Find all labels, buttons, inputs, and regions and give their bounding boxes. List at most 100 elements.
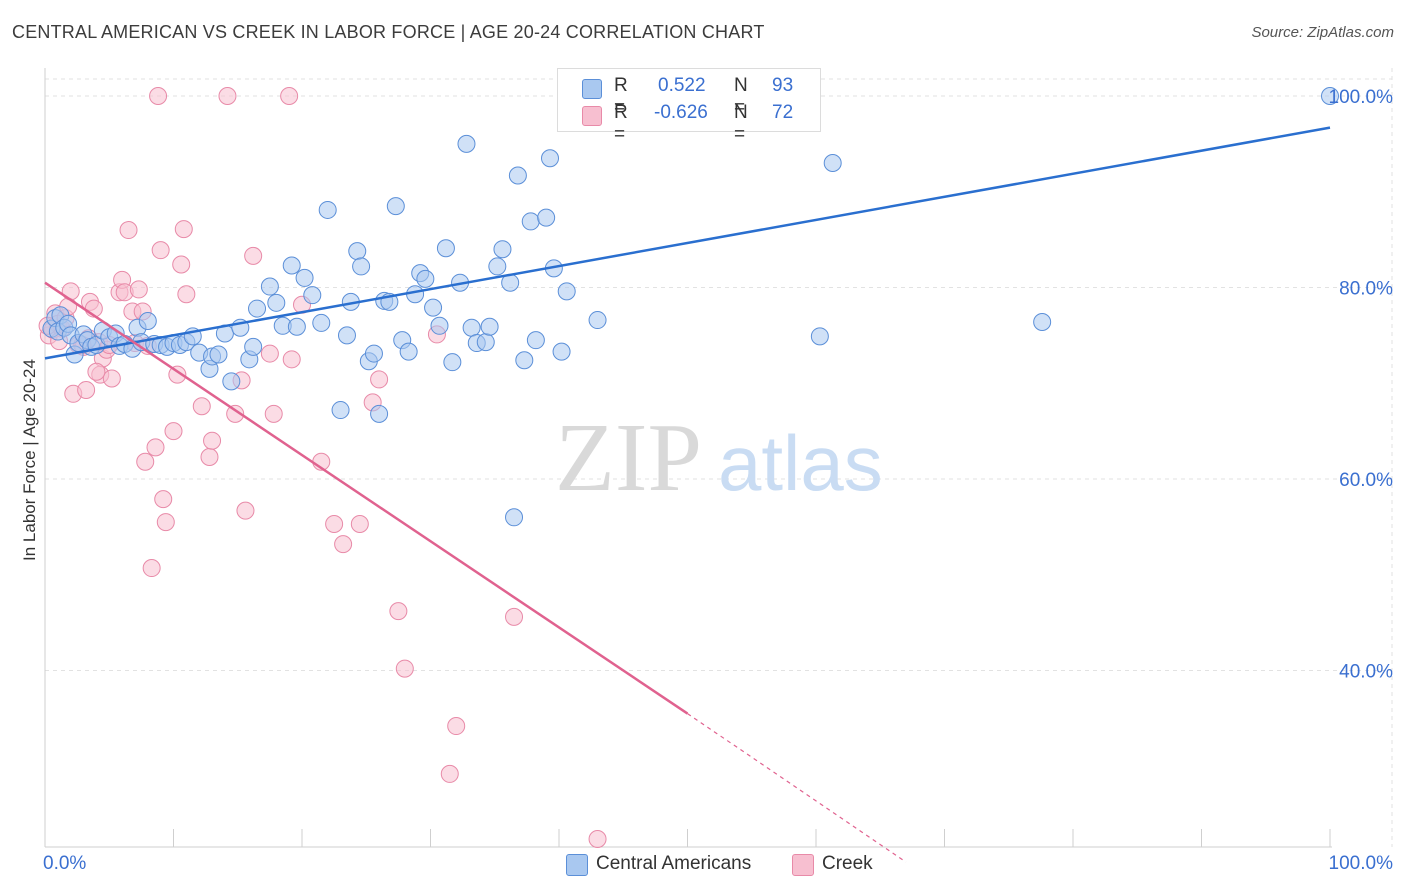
creek-point bbox=[129, 280, 148, 299]
y-tick-label: 80.0% bbox=[1339, 279, 1393, 300]
central-american-point bbox=[1033, 312, 1052, 331]
creek-point bbox=[389, 602, 408, 621]
creek-point bbox=[119, 221, 138, 240]
central-american-point bbox=[386, 197, 405, 216]
central-american-point bbox=[521, 212, 540, 231]
central-american-point bbox=[436, 239, 455, 258]
x-tick-label: 0.0% bbox=[43, 853, 86, 874]
y-axis-label: In Labor Force | Age 20-24 bbox=[20, 359, 39, 561]
central-american-point bbox=[312, 313, 331, 332]
creek-point bbox=[192, 397, 211, 416]
creek-point bbox=[226, 404, 245, 423]
central-american-point bbox=[260, 277, 279, 296]
axes bbox=[44, 68, 1332, 848]
y-tick-label: 100.0% bbox=[1329, 87, 1394, 108]
tick-labels: 40.0% 60.0% 80.0% 100.0% 0.0% 100.0% bbox=[43, 87, 1393, 874]
creek-point bbox=[149, 87, 168, 105]
creek-trend-line bbox=[44, 281, 689, 715]
creek-point bbox=[174, 220, 193, 239]
creek-point bbox=[77, 380, 96, 399]
central-american-point bbox=[430, 316, 449, 335]
creek-trend-extension bbox=[687, 713, 907, 863]
creek-point bbox=[325, 515, 344, 534]
central-american-point bbox=[282, 256, 301, 275]
y-tick-label: 40.0% bbox=[1339, 662, 1393, 683]
central-american-point bbox=[457, 134, 476, 153]
legend-swatch-blue bbox=[582, 79, 602, 99]
central-american-point bbox=[267, 293, 286, 312]
central-american-trend-line bbox=[44, 126, 1331, 360]
creek-point bbox=[218, 87, 237, 105]
creek-point bbox=[260, 344, 279, 363]
central-american-point bbox=[209, 345, 228, 364]
watermark-zip: ZIP bbox=[555, 404, 702, 512]
creek-point bbox=[172, 255, 191, 274]
creek-point bbox=[440, 764, 459, 783]
creek-point bbox=[244, 246, 263, 265]
creek-point bbox=[102, 369, 121, 388]
legend-swatch-pink bbox=[582, 106, 602, 126]
central-american-point bbox=[541, 149, 560, 168]
central-american-point bbox=[248, 299, 267, 318]
legend-n-label: N = bbox=[734, 75, 748, 118]
chart-source: Source: ZipAtlas.com bbox=[1251, 24, 1394, 41]
legend-n-value: 72 bbox=[772, 102, 794, 123]
central-american-point bbox=[493, 240, 512, 259]
central-american-point bbox=[222, 372, 241, 391]
creek-point bbox=[156, 513, 175, 532]
trend-lines bbox=[44, 126, 1331, 863]
central-american-points bbox=[42, 87, 1339, 527]
watermark: ZIP atlas bbox=[555, 404, 883, 512]
creek-point bbox=[447, 717, 466, 736]
central-american-point bbox=[526, 331, 545, 350]
creek-point bbox=[395, 659, 414, 678]
central-american-point bbox=[303, 286, 322, 305]
legend-r-value: -0.626 bbox=[654, 102, 708, 123]
creek-point bbox=[236, 501, 255, 520]
central-american-point bbox=[810, 327, 829, 346]
creek-point bbox=[203, 431, 222, 450]
creek-point bbox=[177, 285, 196, 304]
central-american-point bbox=[588, 311, 607, 330]
creek-point bbox=[136, 452, 155, 471]
central-american-point bbox=[352, 257, 371, 276]
central-american-point bbox=[515, 351, 534, 370]
creek-point bbox=[151, 241, 170, 260]
central-american-point bbox=[552, 342, 571, 361]
central-american-point bbox=[370, 404, 389, 423]
central-american-point bbox=[443, 353, 462, 372]
creek-point bbox=[280, 87, 299, 105]
creek-point bbox=[142, 559, 161, 578]
central-american-point bbox=[480, 317, 499, 336]
central-american-point bbox=[424, 298, 443, 317]
central-american-point bbox=[1321, 87, 1339, 105]
creek-point bbox=[588, 830, 607, 849]
central-american-point bbox=[331, 401, 350, 420]
creek-point bbox=[87, 362, 106, 381]
legend-r-value: 0.522 bbox=[658, 75, 706, 96]
central-american-point bbox=[416, 269, 435, 288]
creek-point bbox=[350, 515, 369, 534]
creek-point bbox=[200, 447, 219, 466]
central-american-point bbox=[287, 317, 306, 336]
central-american-point bbox=[508, 166, 527, 185]
creek-point bbox=[282, 350, 301, 369]
central-american-point bbox=[476, 333, 495, 352]
central-american-point bbox=[823, 154, 842, 173]
central-american-point bbox=[295, 268, 314, 287]
correlation-legend: R = 0.522 N = 93 R = -0.626 N = 72 bbox=[557, 68, 821, 145]
creek-point bbox=[370, 370, 389, 389]
central-american-point bbox=[337, 326, 356, 345]
central-american-point bbox=[244, 337, 263, 356]
central-american-point bbox=[399, 342, 418, 361]
central-american-point bbox=[537, 208, 556, 227]
central-american-point bbox=[348, 242, 367, 261]
bottom-legend-label: Creek bbox=[822, 853, 873, 874]
chart-title: CENTRAL AMERICAN VS CREEK IN LABOR FORCE… bbox=[12, 22, 765, 42]
creek-point bbox=[168, 365, 187, 384]
central-american-point bbox=[557, 282, 576, 301]
y-tick-label: 60.0% bbox=[1339, 470, 1393, 491]
central-american-point bbox=[364, 344, 383, 363]
bottom-legend-label: Central Americans bbox=[596, 853, 752, 874]
